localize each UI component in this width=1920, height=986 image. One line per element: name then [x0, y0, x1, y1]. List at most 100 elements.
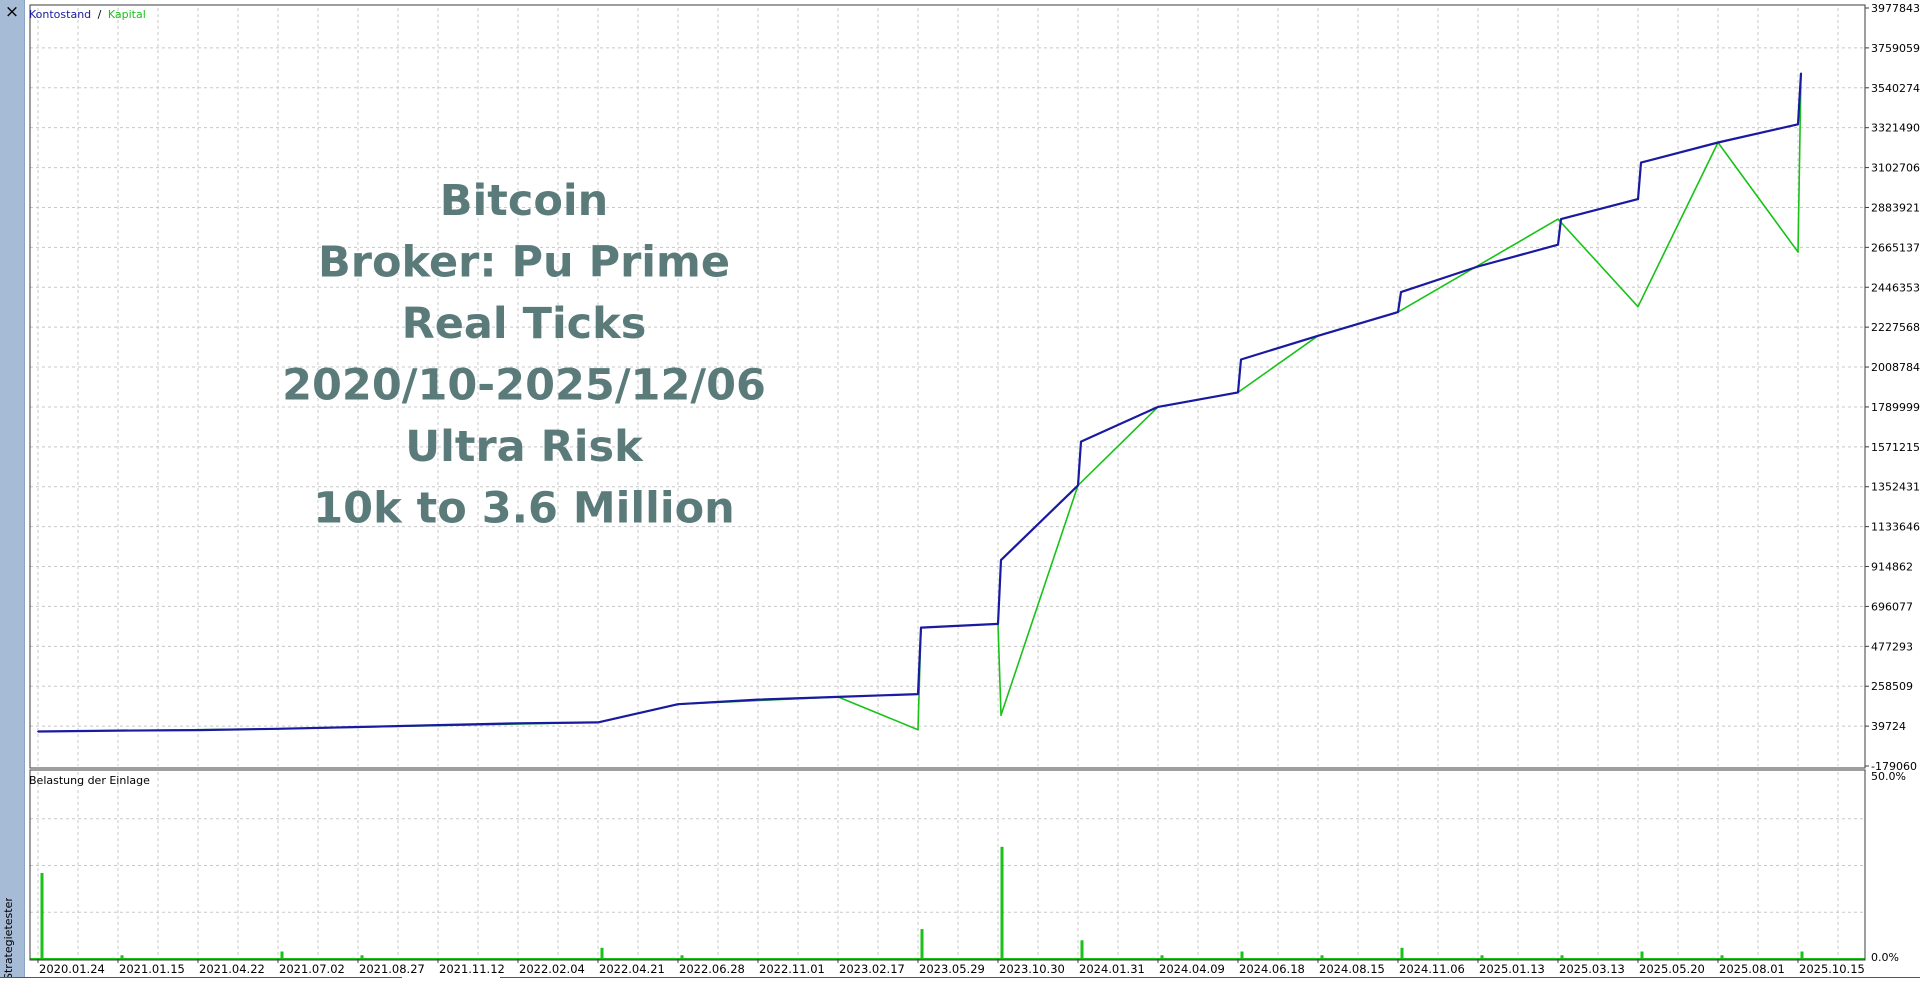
- chart-svg[interactable]: 3977843 3759059 3540274 3321490 3102706 28839…: [24, 0, 1920, 982]
- x-tick-label: 2021.04.22: [199, 962, 265, 976]
- x-tick-label: 2025.03.13: [1559, 962, 1625, 976]
- close-icon[interactable]: ×: [4, 2, 20, 22]
- x-tick-label: 2023.05.29: [919, 962, 985, 976]
- load-bar: [1400, 947, 1404, 959]
- y-tick-label: 39724: [1871, 720, 1906, 733]
- data-point: [1317, 335, 1319, 337]
- sub-grid: [30, 772, 1865, 959]
- load-bar: [280, 951, 284, 959]
- chart-area: 3977843 3759059 3540274 3321490 3102706 28839…: [24, 0, 1920, 982]
- y-tick-label: 2665137: [1871, 241, 1920, 254]
- data-point: [1637, 198, 1639, 200]
- y-tick-label: 2008784: [1871, 361, 1920, 374]
- data-point: [1080, 440, 1082, 443]
- y-tick-label: 3321490: [1871, 122, 1920, 135]
- data-point: [357, 726, 359, 728]
- overlay-text: Bitcoin Broker: Pu Prime Real Ticks 2020/10…: [282, 176, 766, 534]
- data-point: [117, 729, 119, 732]
- data-point: [1800, 72, 1802, 75]
- data-point: [1237, 391, 1239, 394]
- x-tick-label: 2021.01.15: [119, 962, 185, 976]
- y-tick-label: -179060: [1871, 760, 1917, 773]
- load-bar: [1640, 951, 1644, 959]
- main-grid: [30, 8, 1865, 766]
- load-bar: [680, 955, 684, 959]
- data-point: [597, 721, 599, 724]
- overlay-line: Ultra Risk: [405, 422, 644, 472]
- x-tick-label: 2025.10.15: [1799, 962, 1865, 976]
- sub-series: [30, 846, 1865, 960]
- x-tick-label: 2024.08.15: [1319, 962, 1385, 976]
- y-tick-label: 3102706: [1871, 162, 1920, 175]
- y-tick-label: 1133646: [1871, 521, 1920, 534]
- data-point: [37, 730, 39, 733]
- x-tick-label: 2024.04.09: [1159, 962, 1225, 976]
- y-tick-label: 3977843: [1871, 2, 1920, 15]
- data-point: [1400, 291, 1402, 293]
- data-point: [917, 728, 919, 731]
- data-point: [437, 724, 439, 726]
- legend-balance: Kontostand: [29, 8, 91, 21]
- legend-equity: Kapital: [108, 8, 146, 21]
- x-tick-label: 2024.06.18: [1239, 962, 1305, 976]
- legend-separator: /: [98, 8, 102, 21]
- legend: Kontostand / Kapital: [29, 8, 146, 21]
- data-point: [1557, 243, 1559, 246]
- strategy-tester-label: Strategietester: [2, 898, 15, 980]
- panel-frames: [29, 4, 1866, 961]
- bottom-tab-left[interactable]: [0, 977, 402, 983]
- data-point: [1157, 406, 1159, 408]
- data-point: [1557, 218, 1559, 220]
- data-point: [1797, 251, 1799, 253]
- x-tick-label: 2025.05.20: [1639, 962, 1705, 976]
- load-bar: [600, 947, 604, 959]
- y-tick-label: 696077: [1871, 600, 1913, 613]
- y-tick-label: 258509: [1871, 680, 1913, 693]
- data-point: [1000, 559, 1002, 561]
- overlay-line: Broker: Pu Prime: [318, 238, 730, 288]
- data-point: [1240, 358, 1242, 361]
- sub-panel-frame: [29, 769, 1866, 961]
- data-point: [517, 722, 519, 725]
- load-bar: [1080, 940, 1084, 959]
- load-bar: [1720, 955, 1724, 959]
- x-tick-label: 2021.11.12: [439, 962, 505, 976]
- load-bar: [40, 872, 44, 959]
- y-tick-label: 1789999: [1871, 401, 1920, 414]
- x-tick-label: 2023.02.17: [839, 962, 905, 976]
- load-bar: [1160, 955, 1164, 959]
- x-tick-label: 2022.02.04: [519, 962, 585, 976]
- x-tick-label: 2024.11.06: [1399, 962, 1465, 976]
- x-axis: 2020.01.24 2021.01.15 2021.04.22 2021.07.02…: [37, 959, 1865, 976]
- sub-y-axis: 50.0% 0.0%: [1871, 770, 1906, 964]
- load-bar: [920, 929, 924, 959]
- y-tick-label: 3540274: [1871, 82, 1920, 95]
- load-bar: [1320, 955, 1324, 959]
- y-tick-label: 2883921: [1871, 201, 1920, 214]
- x-tick-label: 2021.08.27: [359, 962, 425, 976]
- overlay-line: 10k to 3.6 Million: [313, 484, 735, 534]
- data-point: [837, 696, 839, 698]
- data-point: [277, 727, 279, 730]
- load-bar: [1000, 846, 1004, 959]
- x-tick-label: 2020.01.24: [39, 962, 105, 976]
- y-tick-label: 2227568: [1871, 321, 1920, 334]
- overlay-line: 2020/10-2025/12/06: [282, 361, 766, 411]
- data-point: [1637, 305, 1639, 308]
- load-bar: [1480, 955, 1484, 959]
- x-tick-label: 2024.01.31: [1079, 962, 1145, 976]
- x-tick-label: 2021.07.02: [279, 962, 345, 976]
- x-tick-label: 2025.01.13: [1479, 962, 1545, 976]
- data-point: [920, 626, 922, 629]
- overlay-line: Real Ticks: [402, 299, 647, 349]
- data-point: [1797, 123, 1799, 126]
- y-tick-label: 3759059: [1871, 42, 1920, 55]
- data-point: [1077, 484, 1079, 487]
- x-tick-label: 2022.06.28: [679, 962, 745, 976]
- y-tick-label: 477293: [1871, 640, 1913, 653]
- data-point: [677, 703, 679, 705]
- side-panel: × Strategietester: [0, 0, 25, 982]
- data-point: [757, 698, 759, 701]
- bottom-tab-right[interactable]: [500, 977, 1920, 983]
- x-tick-label: 2023.10.30: [999, 962, 1065, 976]
